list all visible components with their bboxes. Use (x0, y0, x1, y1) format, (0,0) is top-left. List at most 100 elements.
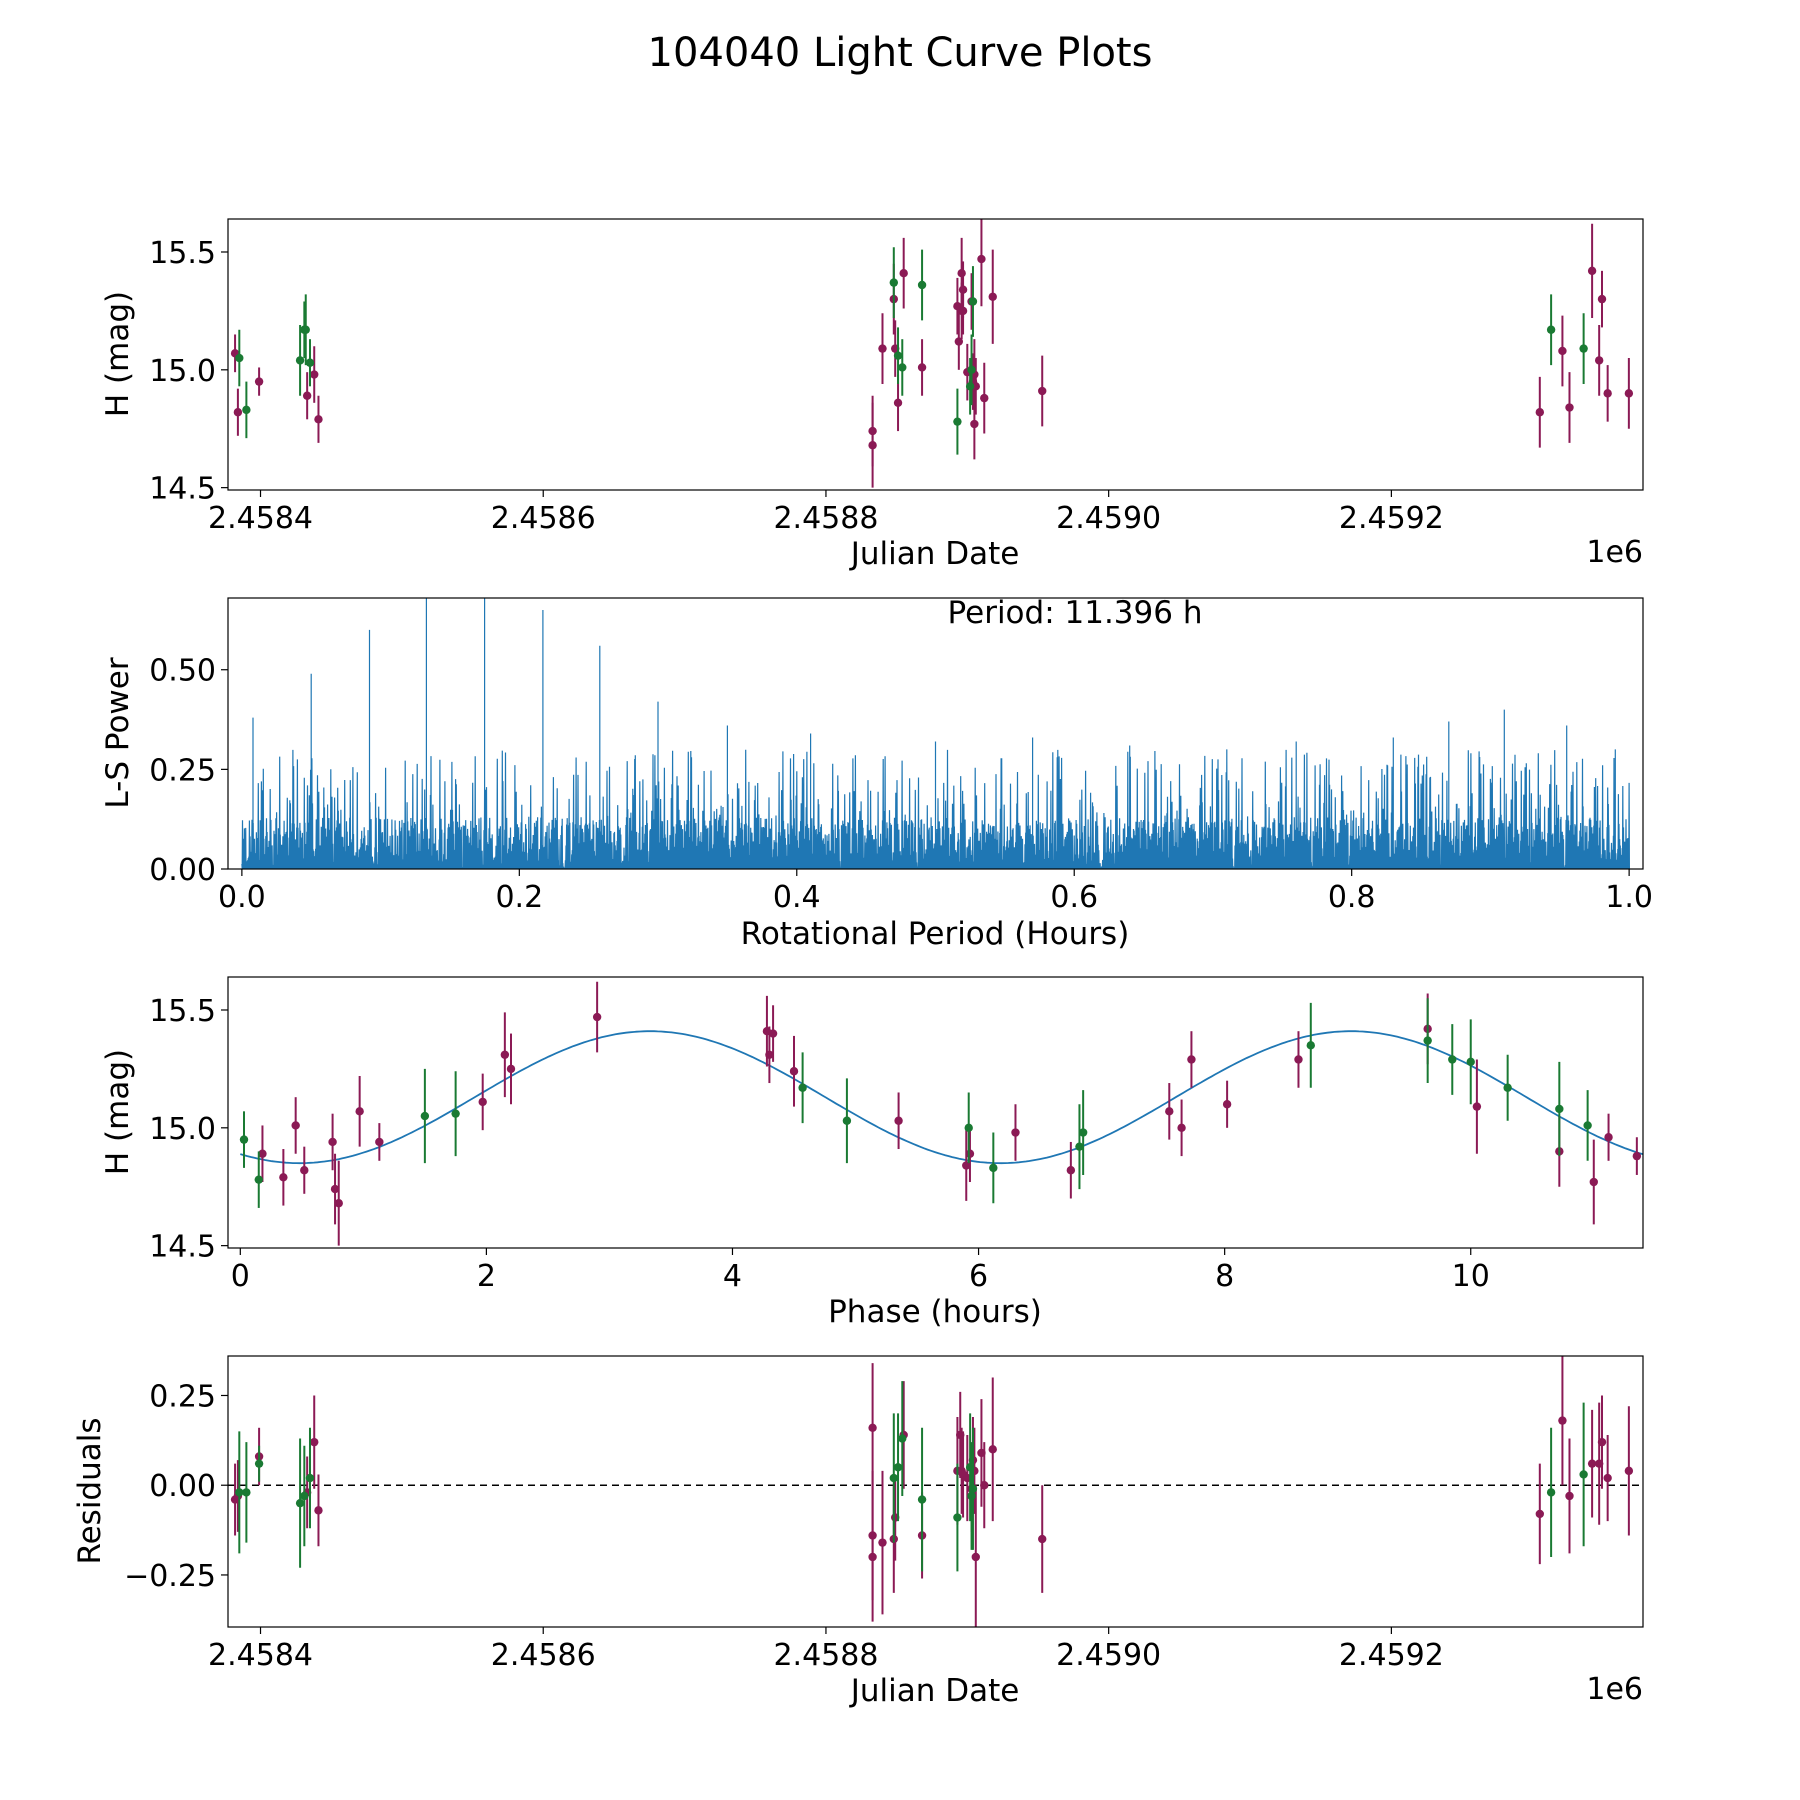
x-tick-label: 2.4590 (1056, 1638, 1161, 1673)
data-point (893, 398, 903, 408)
data-point (1603, 389, 1612, 398)
data-point (1222, 1100, 1232, 1109)
figure-title: 104040 Light Curve Plots (648, 30, 1153, 76)
data-point (242, 405, 251, 415)
data-point (962, 1161, 971, 1170)
data-point (1038, 1534, 1047, 1544)
residuals-offset-text: 1e6 (1586, 1672, 1643, 1707)
y-tick-label: 0.50 (149, 654, 216, 689)
data-point (1177, 1123, 1186, 1133)
data-point (1558, 346, 1567, 356)
x-tick-label: 2 (477, 1259, 496, 1294)
data-point (310, 1437, 319, 1447)
data-point (1603, 1473, 1612, 1483)
data-point (478, 1097, 487, 1107)
periodogram-axes-frame (227, 597, 1644, 870)
data-point (314, 1506, 323, 1515)
data-point (300, 1166, 309, 1175)
data-point (258, 1149, 267, 1158)
data-point (988, 292, 997, 301)
data-point (899, 269, 908, 278)
x-tick-label: 10 (1452, 1259, 1490, 1294)
phased-curve-x-label: Phase (hours) (828, 1294, 1042, 1330)
data-point (765, 1050, 774, 1059)
data-point (1448, 1055, 1457, 1064)
y-tick-label: 0.00 (149, 1469, 216, 1504)
data-point (310, 370, 319, 379)
data-point (451, 1109, 460, 1118)
data-point (375, 1137, 384, 1147)
data-point (301, 325, 310, 334)
y-tick-label: −0.25 (124, 1559, 216, 1594)
y-tick-label: 0.25 (149, 753, 216, 788)
data-point (1546, 325, 1556, 334)
data-point (1579, 344, 1588, 353)
data-point (953, 417, 962, 426)
y-tick-label: 14.5 (149, 1230, 216, 1265)
x-tick-label: 2.4590 (1056, 501, 1161, 536)
y-tick-label: 15.0 (149, 354, 216, 389)
y-tick-label: 15.5 (149, 994, 216, 1029)
y-tick-label: 0.00 (149, 853, 216, 888)
data-point (889, 1473, 898, 1483)
x-tick-label: 4 (723, 1259, 742, 1294)
data-point (968, 1484, 978, 1494)
residuals-panel: 2.4584 2.4586 2.4588 2.4590 2.4592 −0.25 0.00… (72, 1355, 1644, 1709)
residuals-axes-frame (227, 1355, 1644, 1628)
data-point (967, 365, 976, 375)
data-point (1546, 1488, 1556, 1497)
data-point (1078, 1128, 1088, 1137)
phased-curve-x-ticks: 0 2 4 6 8 10 (231, 1248, 1490, 1294)
data-point (1632, 1151, 1642, 1161)
data-point (592, 1012, 602, 1022)
data-point (1624, 389, 1634, 398)
data-point (917, 280, 927, 290)
data-point (420, 1111, 430, 1121)
data-point (889, 278, 898, 287)
residuals-y-ticks: −0.25 0.00 0.25 (124, 1379, 228, 1594)
periodogram-y-ticks: 0.00 0.25 0.50 (149, 654, 228, 888)
data-point (1597, 294, 1607, 304)
x-tick-label: 2.4586 (491, 1638, 596, 1673)
sinusoid-model-line (240, 1030, 1643, 1165)
data-point (1466, 1057, 1475, 1067)
x-tick-label: 2.4586 (491, 501, 596, 536)
data-point (789, 1067, 799, 1076)
data-point (305, 1473, 315, 1483)
x-tick-label: 2.4584 (208, 1638, 313, 1673)
light-curve-y-ticks: 14.5 15.0 15.5 (149, 236, 228, 507)
light-curve-points (230, 219, 1634, 488)
data-point (233, 408, 243, 417)
light-curve-x-ticks: 2.4584 2.4586 2.4588 2.4590 2.4592 (208, 490, 1444, 536)
x-tick-label: 1.0 (1605, 880, 1653, 915)
data-point (894, 1116, 903, 1125)
residuals-y-label: Residuals (72, 1417, 108, 1564)
data-point (977, 254, 986, 264)
data-point (500, 1050, 510, 1059)
data-point (1594, 356, 1604, 365)
data-point (1565, 1491, 1574, 1501)
data-point (965, 382, 975, 391)
x-tick-label: 2.4588 (773, 1638, 878, 1673)
data-point (279, 1173, 288, 1182)
data-point (1535, 408, 1545, 417)
data-point (798, 1083, 807, 1092)
data-point (878, 344, 887, 353)
data-point (235, 353, 244, 363)
light-curve-offset-text: 1e6 (1586, 535, 1643, 570)
data-point (355, 1107, 364, 1116)
data-point (1579, 1470, 1588, 1479)
data-point (970, 419, 979, 429)
y-tick-label: 15.5 (149, 236, 216, 271)
y-tick-label: 15.0 (149, 1112, 216, 1147)
data-point (917, 1495, 927, 1504)
light-curve-x-label: Julian Date (849, 536, 1020, 572)
x-tick-label: 2.4584 (208, 501, 313, 536)
data-point (254, 1175, 263, 1184)
data-point (1294, 1055, 1303, 1064)
data-point (1503, 1083, 1512, 1092)
data-point (1011, 1128, 1020, 1137)
data-point (1565, 403, 1574, 412)
data-point (295, 356, 305, 365)
phased-curve-y-label: H (mag) (100, 1049, 136, 1175)
